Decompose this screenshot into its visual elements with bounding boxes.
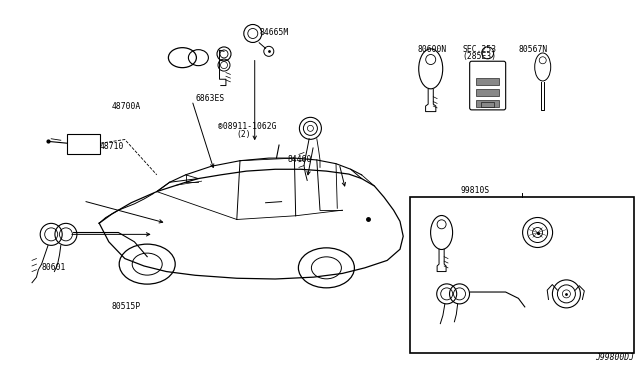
Text: (285E3): (285E3)	[462, 52, 496, 61]
Text: 99810S: 99810S	[461, 186, 490, 195]
Bar	[410, 197, 634, 353]
Text: (2): (2)	[237, 130, 252, 139]
Text: SEC.253: SEC.253	[462, 45, 496, 54]
Text: 6863ES: 6863ES	[195, 94, 225, 103]
Text: 80600N: 80600N	[417, 45, 447, 54]
Text: 80601: 80601	[42, 263, 66, 272]
Text: ®08911-1062G: ®08911-1062G	[218, 122, 276, 131]
Text: 80515P: 80515P	[112, 302, 141, 311]
Text: J99800DJ: J99800DJ	[595, 353, 634, 362]
Text: 48700A: 48700A	[112, 102, 141, 110]
Bar	[476, 100, 499, 107]
Text: 84460: 84460	[288, 155, 312, 164]
Bar	[476, 89, 499, 96]
Text: 48710: 48710	[99, 142, 124, 151]
Bar	[476, 78, 499, 85]
Text: 84665M: 84665M	[259, 28, 289, 37]
Bar	[67, 134, 100, 154]
Text: 80567N: 80567N	[518, 45, 548, 54]
Bar	[481, 102, 494, 107]
